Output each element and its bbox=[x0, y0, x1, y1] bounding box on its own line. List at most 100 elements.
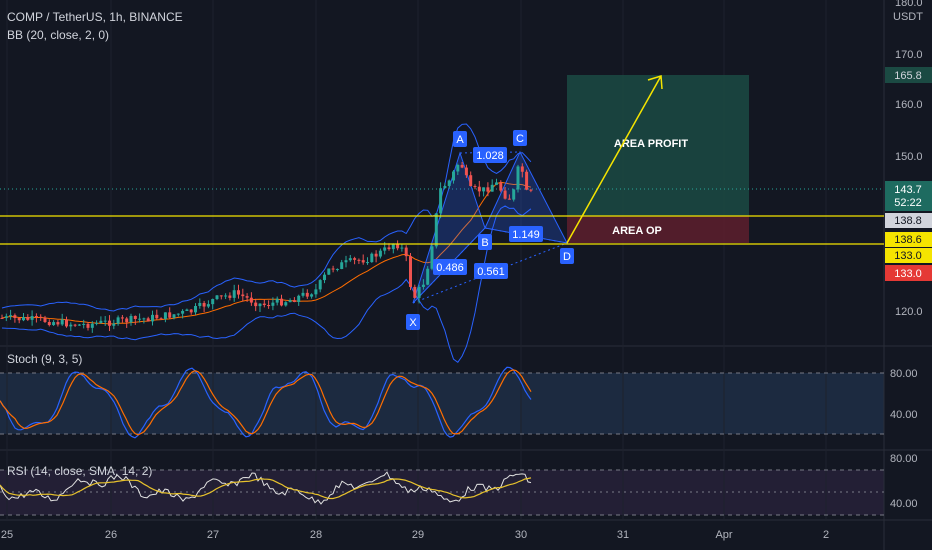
candle-body[interactable] bbox=[108, 320, 111, 326]
profit-zone[interactable] bbox=[567, 75, 749, 216]
candle-body[interactable] bbox=[310, 294, 314, 297]
candle-body[interactable] bbox=[215, 295, 219, 300]
candle-body[interactable] bbox=[198, 302, 202, 307]
candle-body[interactable] bbox=[413, 286, 417, 298]
candle-body[interactable] bbox=[155, 314, 159, 319]
candle-body[interactable] bbox=[516, 166, 520, 190]
candle-body[interactable] bbox=[249, 297, 253, 303]
candle-body[interactable] bbox=[400, 247, 404, 249]
candle-body[interactable] bbox=[254, 302, 258, 307]
target-arrow-line[interactable] bbox=[566, 75, 662, 244]
rsi-indicator-legend[interactable]: RSI (14, close, SMA, 14, 2) bbox=[7, 464, 153, 478]
candle-body[interactable] bbox=[99, 320, 103, 323]
candle-body[interactable] bbox=[456, 164, 460, 172]
candle-body[interactable] bbox=[224, 295, 228, 297]
lower-line-price-tag-a[interactable]: 138.6 bbox=[885, 232, 932, 247]
candle-body[interactable] bbox=[0, 318, 4, 319]
candle-body[interactable] bbox=[439, 188, 443, 214]
candle-body[interactable] bbox=[378, 250, 382, 257]
candle-body[interactable] bbox=[297, 295, 301, 302]
candle-body[interactable] bbox=[525, 171, 529, 190]
pattern-label-c[interactable]: C bbox=[513, 130, 527, 146]
candle-body[interactable] bbox=[202, 302, 206, 307]
candle-body[interactable] bbox=[26, 317, 30, 320]
candle-body[interactable] bbox=[30, 316, 34, 320]
ratio-label-abc[interactable]: 1.028 bbox=[473, 147, 507, 163]
candle-body[interactable] bbox=[82, 323, 86, 325]
rsi-line[interactable] bbox=[0, 471, 532, 505]
ratio-label-xad[interactable]: 1.149 bbox=[509, 226, 543, 242]
candle-body[interactable] bbox=[211, 299, 215, 305]
candle-body[interactable] bbox=[404, 247, 408, 257]
candle-body[interactable] bbox=[417, 286, 421, 298]
candle-body[interactable] bbox=[275, 298, 279, 303]
candle-body[interactable] bbox=[86, 323, 90, 328]
candle-body[interactable] bbox=[495, 182, 498, 185]
candle-body[interactable] bbox=[421, 284, 425, 287]
candle-body[interactable] bbox=[52, 322, 56, 326]
bb-upper-band[interactable] bbox=[1, 123, 532, 312]
bb-basis-line[interactable] bbox=[1, 181, 532, 325]
candle-body[interactable] bbox=[142, 318, 146, 320]
candle-body[interactable] bbox=[103, 320, 107, 322]
candle-body[interactable] bbox=[482, 187, 486, 192]
candle-body[interactable] bbox=[335, 268, 339, 270]
stop-price-tag[interactable]: 133.0 bbox=[885, 265, 932, 281]
candle-body[interactable] bbox=[133, 315, 137, 319]
candle-body[interactable] bbox=[391, 244, 395, 250]
candle-body[interactable] bbox=[125, 318, 129, 323]
candle-body[interactable] bbox=[90, 323, 94, 328]
candle-body[interactable] bbox=[396, 244, 400, 249]
candle-body[interactable] bbox=[77, 324, 81, 326]
candle-body[interactable] bbox=[426, 268, 430, 285]
candle-body[interactable] bbox=[258, 303, 262, 307]
candle-body[interactable] bbox=[232, 290, 236, 298]
candle-body[interactable] bbox=[172, 314, 176, 318]
candle-body[interactable] bbox=[340, 262, 344, 269]
candle-body[interactable] bbox=[146, 318, 150, 322]
candle-body[interactable] bbox=[151, 314, 154, 322]
candle-body[interactable] bbox=[520, 166, 524, 172]
candle-body[interactable] bbox=[344, 260, 348, 263]
candle-body[interactable] bbox=[499, 182, 503, 191]
candle-body[interactable] bbox=[447, 180, 451, 187]
candle-body[interactable] bbox=[305, 292, 309, 297]
candle-body[interactable] bbox=[366, 262, 369, 264]
candle-body[interactable] bbox=[361, 260, 365, 263]
candle-body[interactable] bbox=[43, 317, 47, 322]
candle-body[interactable] bbox=[301, 292, 305, 296]
pattern-label-a[interactable]: A bbox=[453, 131, 467, 147]
candle-body[interactable] bbox=[9, 315, 13, 317]
candle-body[interactable] bbox=[292, 300, 296, 302]
candle-body[interactable] bbox=[288, 300, 292, 303]
candle-body[interactable] bbox=[56, 322, 60, 325]
candle-body[interactable] bbox=[370, 253, 374, 263]
candle-body[interactable] bbox=[409, 256, 412, 287]
candle-body[interactable] bbox=[189, 309, 193, 313]
bb-indicator-legend[interactable]: BB (20, close, 2, 0) bbox=[7, 28, 110, 42]
candle-body[interactable] bbox=[245, 296, 249, 298]
candle-body[interactable] bbox=[228, 295, 232, 298]
stoch-k-line[interactable] bbox=[0, 366, 532, 439]
candle-body[interactable] bbox=[374, 253, 378, 257]
candle-body[interactable] bbox=[138, 318, 142, 320]
time-axis[interactable]: 25 26 27 28 29 30 31 Apr 2 bbox=[1, 529, 829, 541]
candle-body[interactable] bbox=[95, 322, 99, 324]
target-price-tag[interactable]: 165.8 bbox=[885, 67, 932, 83]
bb-lower-band[interactable] bbox=[1, 205, 532, 364]
candle-body[interactable] bbox=[512, 189, 516, 200]
candle-body[interactable] bbox=[185, 309, 189, 311]
stoch-d-line[interactable] bbox=[0, 369, 532, 436]
candle-body[interactable] bbox=[181, 310, 185, 314]
candle-body[interactable] bbox=[434, 213, 438, 247]
candle-body[interactable] bbox=[13, 315, 17, 319]
candle-body[interactable] bbox=[271, 302, 275, 306]
candle-body[interactable] bbox=[262, 303, 266, 306]
symbol-title[interactable]: COMP / TetherUS, 1h, BINANCE bbox=[7, 10, 183, 24]
candle-body[interactable] bbox=[383, 247, 387, 251]
candle-body[interactable] bbox=[47, 321, 51, 326]
candle-body[interactable] bbox=[129, 315, 133, 323]
candle-body[interactable] bbox=[65, 319, 68, 327]
